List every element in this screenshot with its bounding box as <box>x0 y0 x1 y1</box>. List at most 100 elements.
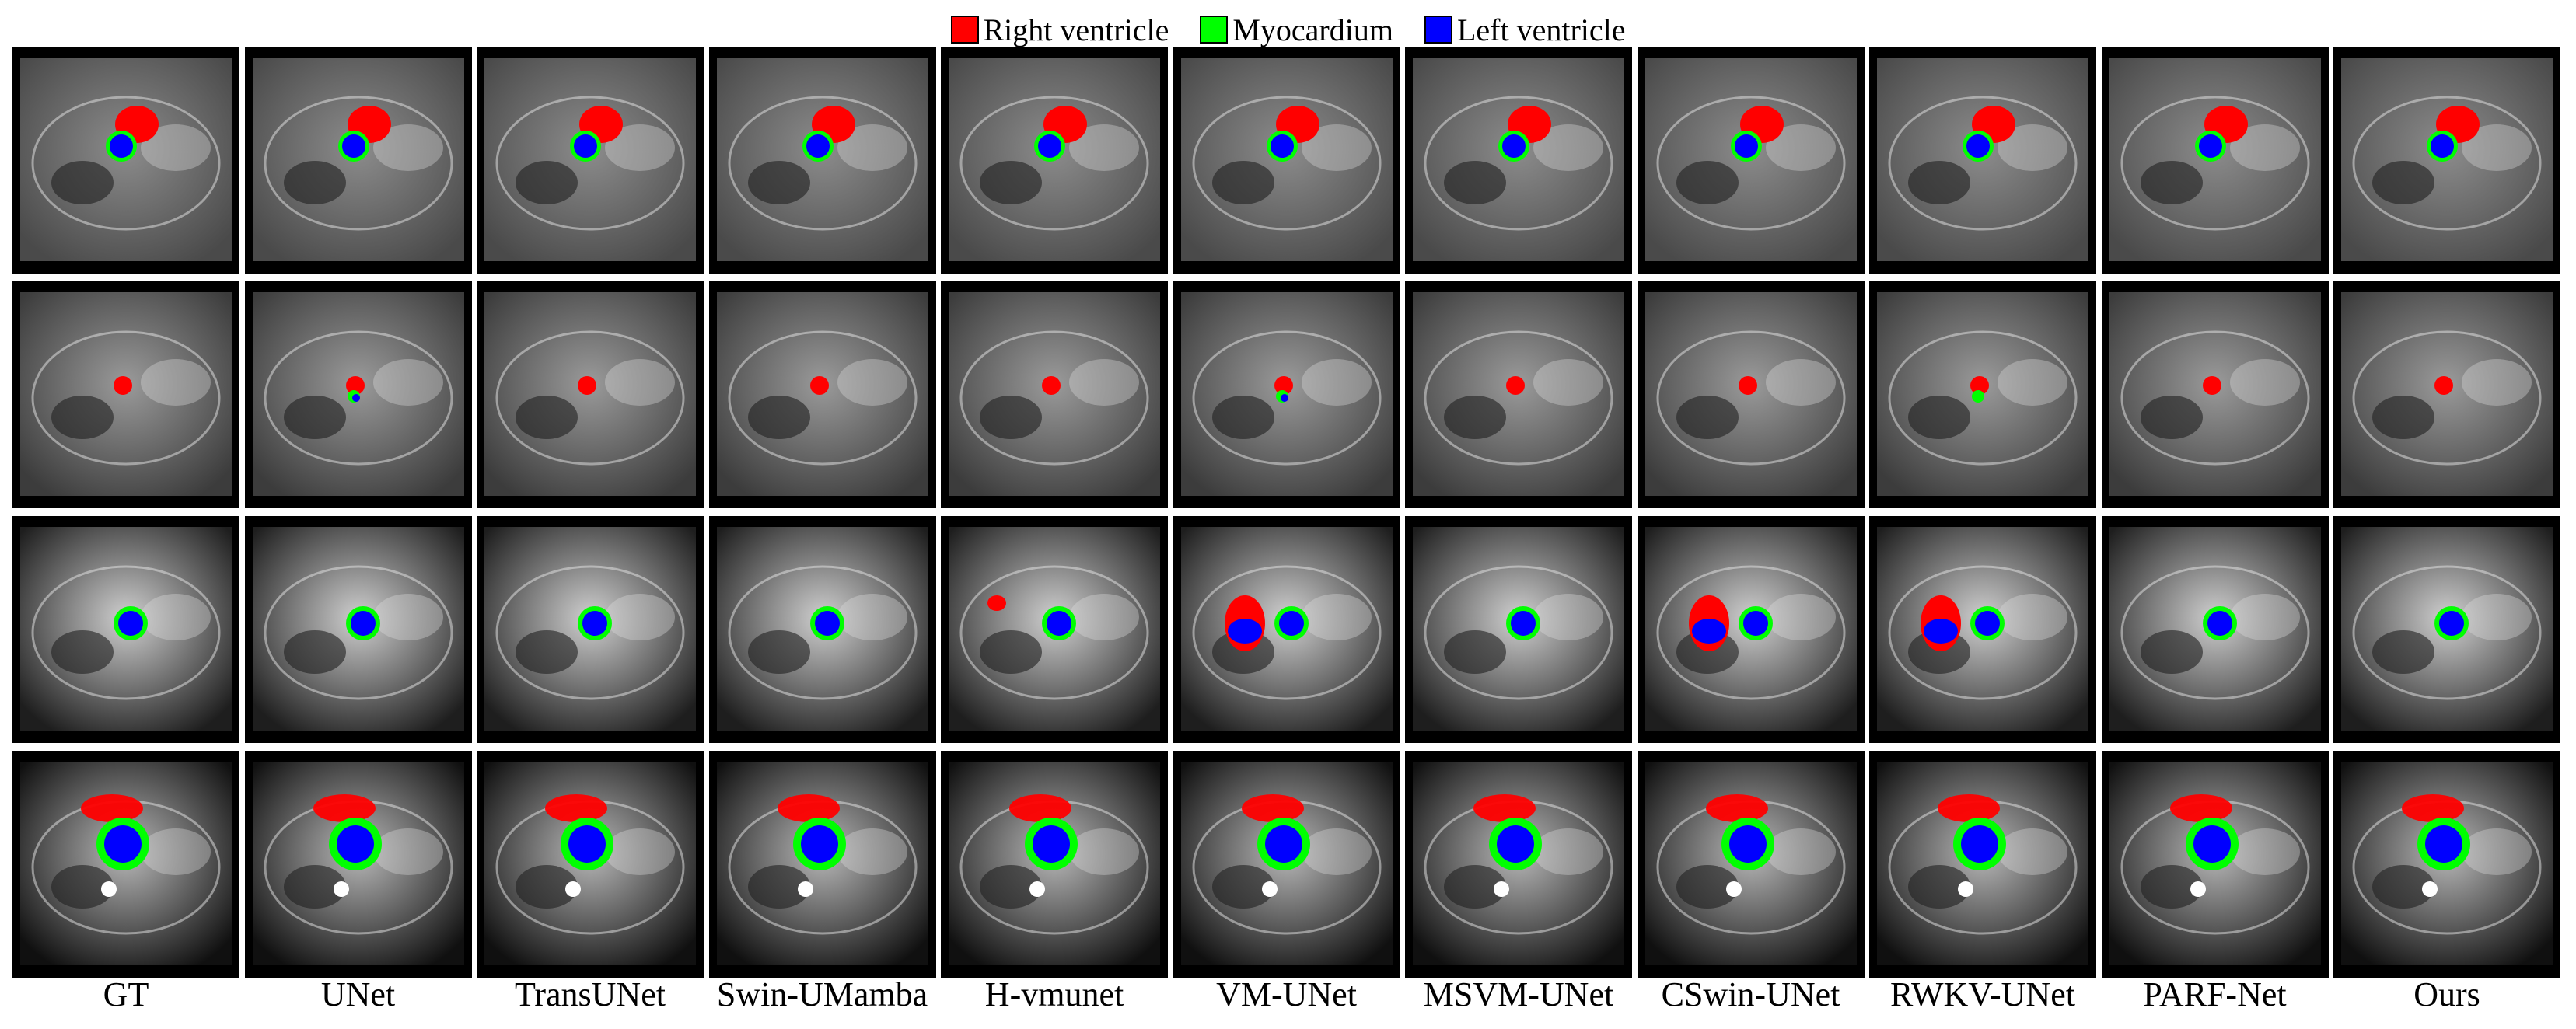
mri-slice-image <box>708 281 936 508</box>
legend-swatch-left-ventricle <box>1424 16 1452 44</box>
legend-label: Myocardium <box>1232 12 1393 47</box>
mri-slice-image <box>1173 751 1400 978</box>
mri-slice-image <box>941 516 1168 743</box>
segmentation-panel <box>1869 751 2096 978</box>
segmentation-panel <box>1173 47 1400 274</box>
mri-slice-image <box>1869 47 2096 274</box>
mri-slice-image <box>477 516 704 743</box>
segmentation-panel <box>477 47 704 274</box>
legend-swatch-right-ventricle <box>950 16 979 44</box>
segmentation-panel <box>477 751 704 978</box>
method-label: TransUNet <box>515 975 666 1013</box>
mri-slice-image <box>244 281 472 508</box>
segmentation-panel <box>12 281 239 508</box>
legend-label: Left ventricle <box>1456 12 1626 47</box>
mri-slice-image <box>2101 516 2329 743</box>
mri-slice-image <box>12 281 239 508</box>
mri-slice-image <box>2333 516 2560 743</box>
segmentation-panel <box>1637 281 1865 508</box>
legend-label: Right ventricle <box>983 12 1169 47</box>
segmentation-panel <box>477 281 704 508</box>
mri-slice-image <box>244 516 472 743</box>
segmentation-panel <box>1173 516 1400 743</box>
segmentation-panel <box>2101 516 2329 743</box>
mri-slice-image <box>244 47 472 274</box>
segmentation-panel <box>941 751 1168 978</box>
segmentation-panel <box>244 751 472 978</box>
mri-slice-image <box>941 281 1168 508</box>
segmentation-panel <box>12 516 239 743</box>
segmentation-panel <box>12 47 239 274</box>
segmentation-panel <box>2101 47 2329 274</box>
segmentation-panel <box>708 751 936 978</box>
method-label: CSwin-UNet <box>1661 975 1840 1013</box>
segmentation-panel <box>1405 751 1632 978</box>
segmentation-panel <box>2333 47 2560 274</box>
mri-slice-image <box>1869 516 2096 743</box>
mri-slice-image <box>1637 751 1865 978</box>
legend-swatch-myocardium <box>1200 16 1229 44</box>
mri-slice-image <box>1173 281 1400 508</box>
segmentation-panel <box>1637 516 1865 743</box>
segmentation-panel <box>1173 751 1400 978</box>
mri-slice-image <box>941 47 1168 274</box>
mri-slice-image <box>2333 281 2560 508</box>
method-label: Swin-UMamba <box>716 975 928 1013</box>
segmentation-panel <box>1869 281 2096 508</box>
mri-slice-image <box>2101 281 2329 508</box>
legend-item-right-ventricle: Right ventricle <box>950 12 1169 48</box>
mri-slice-image <box>1637 281 1865 508</box>
mri-slice-image <box>2333 47 2560 274</box>
segmentation-panel <box>1869 47 2096 274</box>
segmentation-panel <box>1869 516 2096 743</box>
segmentation-panel <box>244 47 472 274</box>
segmentation-panel <box>1637 751 1865 978</box>
method-label: VM-UNet <box>1216 975 1357 1013</box>
legend-item-myocardium: Myocardium <box>1200 12 1393 48</box>
segmentation-panel <box>1173 281 1400 508</box>
method-label: H-vmunet <box>984 975 1124 1013</box>
segmentation-panel <box>708 281 936 508</box>
segmentation-panel <box>2101 751 2329 978</box>
method-labels: GT UNet TransUNet Swin-UMamba H-vmunet VM-UNe… <box>12 975 2563 1021</box>
mri-slice-image <box>2333 751 2560 978</box>
segmentation-panel <box>2333 281 2560 508</box>
mri-slice-image <box>1869 751 2096 978</box>
mri-slice-image <box>477 47 704 274</box>
mri-slice-image <box>244 751 472 978</box>
segmentation-panel <box>244 281 472 508</box>
mri-slice-image <box>1637 47 1865 274</box>
method-label: UNet <box>320 975 396 1013</box>
segmentation-panel <box>2333 516 2560 743</box>
mri-slice-image <box>708 47 936 274</box>
segmentation-panel <box>1405 281 1632 508</box>
segmentation-panel <box>708 516 936 743</box>
mri-slice-image <box>1405 751 1632 978</box>
mri-slice-image <box>2101 47 2329 274</box>
mri-slice-image <box>477 281 704 508</box>
mri-slice-image <box>1405 47 1632 274</box>
legend: Right ventricle Myocardium Left ventricl… <box>0 9 2576 50</box>
mri-slice-image <box>708 751 936 978</box>
segmentation-panel <box>1637 47 1865 274</box>
segmentation-panel <box>1405 516 1632 743</box>
mri-slice-image <box>12 47 239 274</box>
segmentation-panel <box>2101 281 2329 508</box>
method-label: RWKV-UNet <box>1890 975 2075 1013</box>
mri-slice-image <box>2101 751 2329 978</box>
mri-slice-image <box>12 751 239 978</box>
segmentation-panel <box>12 751 239 978</box>
mri-slice-image <box>1637 516 1865 743</box>
mri-slice-image <box>1869 281 2096 508</box>
method-label: PARF-Net <box>2143 975 2287 1013</box>
segmentation-panel <box>244 516 472 743</box>
method-label: GT <box>103 975 149 1013</box>
segmentation-panel <box>2333 751 2560 978</box>
mri-slice-image <box>941 751 1168 978</box>
mri-slice-image <box>1173 516 1400 743</box>
mri-slice-image <box>1405 281 1632 508</box>
method-label: MSVM-UNet <box>1423 975 1614 1013</box>
segmentation-panel <box>941 47 1168 274</box>
mri-slice-image <box>477 751 704 978</box>
segmentation-panel <box>1405 47 1632 274</box>
